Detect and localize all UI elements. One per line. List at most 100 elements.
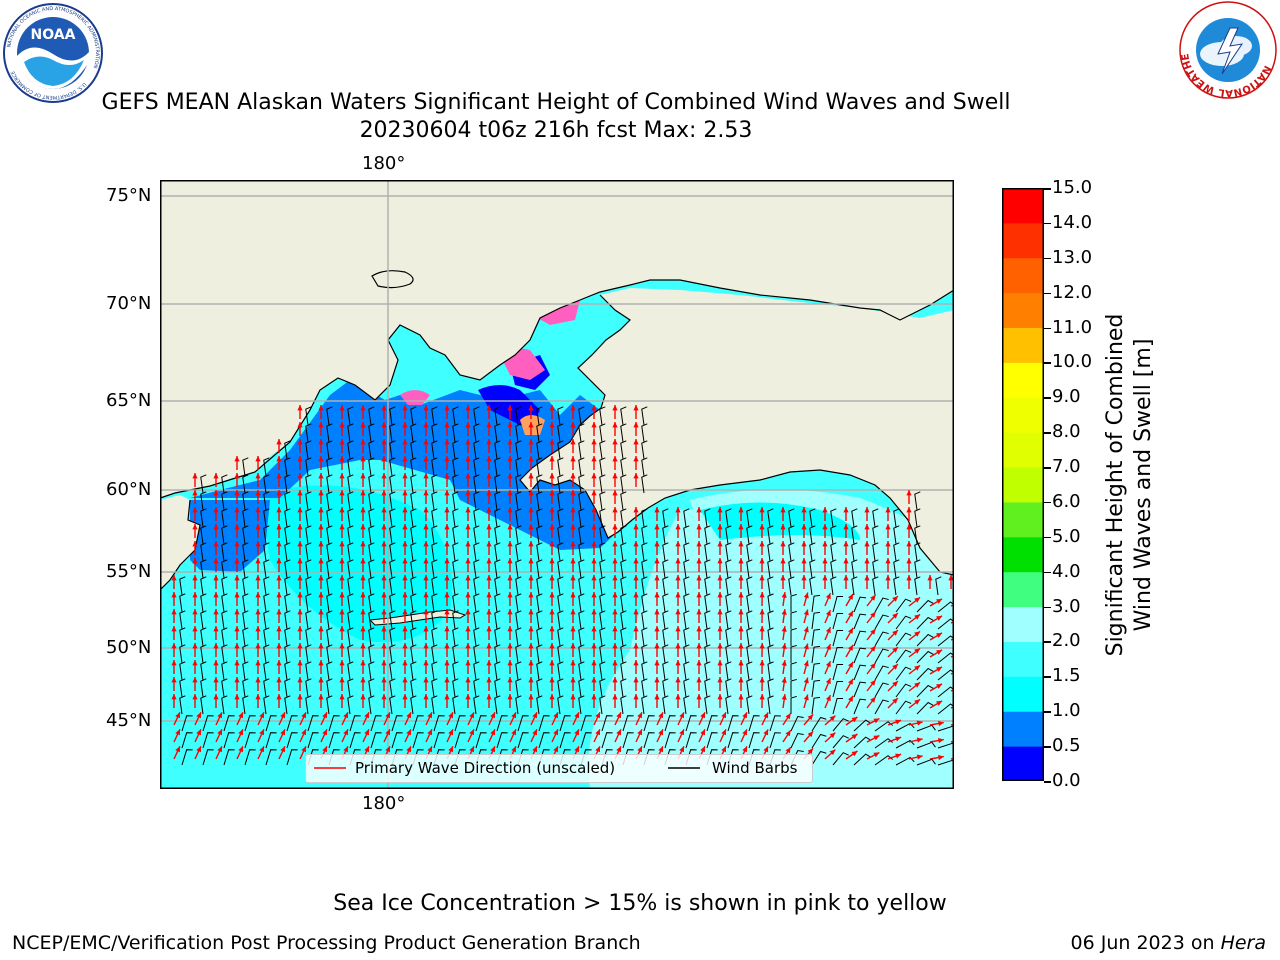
wave-direction-arrowhead	[360, 473, 366, 479]
wave-direction-arrowhead	[339, 473, 345, 479]
wind-barb	[538, 715, 550, 732]
wind-barb	[916, 701, 934, 715]
wave-direction-arrowhead	[948, 575, 954, 581]
wave-direction-arrowhead	[825, 627, 831, 634]
wind-barb	[242, 559, 249, 579]
colorbar-bin	[1002, 222, 1044, 259]
wave-direction-arrowhead	[633, 558, 639, 564]
wind-barb	[473, 610, 480, 630]
wind-barb	[578, 457, 585, 477]
wave-direction-arrowhead	[633, 626, 639, 632]
wind-barb	[517, 732, 529, 749]
wind-barb	[559, 715, 571, 732]
wind-barb	[496, 732, 508, 749]
wave-direction-arrowhead	[507, 609, 513, 615]
wind-barb	[349, 715, 361, 732]
wave-direction-arrowhead	[843, 558, 849, 564]
wave-direction-arrowhead	[675, 677, 681, 683]
colorbar-bin	[1002, 641, 1044, 677]
wind-barb	[622, 715, 634, 732]
wind-barb	[242, 542, 249, 562]
wave-direction-arrowhead	[549, 626, 555, 632]
wave-direction-arrowhead	[938, 737, 944, 744]
wind-barb	[788, 542, 795, 562]
wave-direction-arrowhead	[829, 749, 836, 756]
wind-barb	[851, 508, 858, 528]
colorbar-title-line2: Wind Waves and Swell [m]	[1131, 338, 1156, 632]
wind-barb	[578, 474, 585, 494]
wind-barb	[305, 525, 312, 545]
wind-barb	[578, 576, 585, 596]
wave-direction-arrowhead	[851, 750, 858, 757]
wave-direction-arrowhead	[528, 524, 534, 530]
wind-barb	[368, 678, 375, 698]
wind-barb	[473, 644, 480, 664]
wave-direction-arrowhead	[339, 626, 345, 632]
wind-barb	[538, 732, 550, 749]
latitude-label: 45°N	[106, 710, 152, 731]
wave-direction-arrowhead	[807, 748, 814, 755]
wave-direction-arrowhead	[465, 609, 471, 615]
wind-barb	[368, 559, 375, 579]
wind-barb	[494, 627, 501, 647]
wave-direction-arrowhead	[616, 712, 621, 719]
wind-barb	[494, 610, 501, 630]
wind-barb	[536, 423, 543, 443]
wind-barb	[536, 406, 543, 426]
wave-direction-arrowhead	[444, 473, 450, 479]
wave-direction-arrowhead	[873, 718, 880, 724]
wind-barb	[200, 593, 207, 613]
wave-direction-arrowhead	[276, 473, 282, 479]
wave-direction-arrowhead	[870, 628, 876, 635]
wave-direction-arrowhead	[763, 746, 769, 753]
wave-direction-arrowhead	[528, 541, 534, 547]
wave-direction-arrowhead	[528, 422, 534, 428]
wind-barb	[725, 695, 732, 715]
wind-barb	[599, 661, 606, 681]
wind-barb	[305, 593, 312, 613]
wind-barb	[347, 559, 354, 579]
wave-direction-arrowhead	[696, 643, 702, 649]
wave-direction-arrowhead	[864, 524, 870, 530]
wind-barb	[368, 627, 375, 647]
wave-direction-arrowhead	[612, 524, 618, 530]
wind-barb	[389, 406, 396, 426]
wave-direction-arrowhead	[465, 592, 471, 598]
wave-direction-arrowhead	[675, 541, 681, 547]
wind-barb	[641, 661, 648, 681]
wind-barb	[242, 576, 249, 596]
wind-barb	[662, 644, 669, 664]
colorbar-bin	[1002, 362, 1044, 398]
wave-direction-arrowhead	[255, 456, 261, 462]
wind-barb	[305, 406, 312, 426]
wind-barb	[263, 508, 270, 528]
wind-barb	[557, 474, 564, 494]
wave-direction-arrowhead	[444, 660, 450, 666]
colorbar-bin	[1002, 327, 1044, 363]
wind-barb	[662, 508, 669, 528]
wave-direction-arrowhead	[759, 524, 765, 530]
wind-barb	[410, 406, 417, 426]
wave-direction-arrowhead	[851, 716, 858, 723]
wind-barb	[200, 576, 207, 596]
wave-direction-arrowhead	[612, 592, 618, 598]
wave-direction-arrowhead	[465, 694, 471, 700]
wave-direction-arrowhead	[717, 524, 723, 530]
wave-direction-arrowhead	[785, 713, 791, 720]
wind-barb	[494, 559, 501, 579]
wave-direction-arrowhead	[801, 541, 807, 547]
wave-direction-arrowhead	[234, 643, 240, 649]
wave-direction-arrowhead	[528, 490, 534, 496]
wave-direction-arrowhead	[591, 575, 597, 581]
wave-direction-arrowhead	[916, 737, 923, 743]
wave-direction-arrowhead	[532, 746, 537, 753]
wave-direction-arrowhead	[507, 694, 513, 700]
wave-direction-arrowhead	[829, 715, 836, 722]
wave-direction-arrowhead	[591, 456, 597, 462]
wind-barb	[664, 715, 676, 732]
wave-direction-arrowhead	[549, 405, 555, 411]
wind-barb	[263, 661, 270, 681]
wave-direction-arrowhead	[825, 661, 831, 668]
wave-direction-arrowhead	[192, 660, 198, 666]
wave-direction-arrowhead	[255, 609, 261, 615]
